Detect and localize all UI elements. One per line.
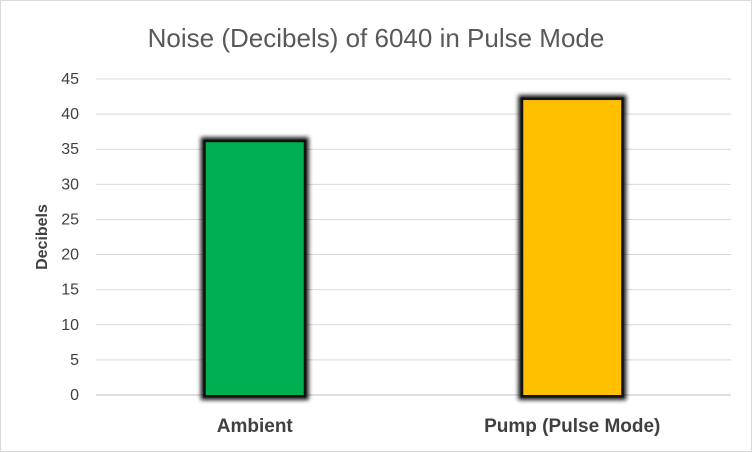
x-tick-label: Pump (Pulse Mode) [484, 416, 660, 437]
x-axis-ticks: Ambient Pump (Pulse Mode) [217, 416, 661, 437]
y-tick-label: 0 [70, 387, 79, 404]
bar-pump-pulse-mode [523, 100, 622, 396]
chart-title: Noise (Decibels) of 6040 in Pulse Mode [148, 23, 605, 53]
x-tick-label: Ambient [217, 416, 294, 437]
y-tick-label: 10 [61, 317, 79, 334]
y-axis-ticks: 0 5 10 15 20 25 30 35 40 45 [61, 71, 79, 404]
bars [200, 95, 627, 400]
y-tick-label: 30 [61, 176, 79, 193]
y-axis-label: Decibels [34, 204, 51, 270]
gridlines [96, 78, 731, 396]
bar-ambient [205, 142, 304, 395]
y-tick-label: 5 [70, 352, 79, 369]
y-tick-label: 25 [61, 211, 79, 228]
y-tick-label: 15 [61, 282, 79, 299]
y-tick-label: 45 [61, 71, 79, 88]
y-tick-label: 20 [61, 247, 79, 264]
y-tick-label: 35 [61, 141, 79, 158]
y-tick-label: 40 [61, 106, 79, 123]
